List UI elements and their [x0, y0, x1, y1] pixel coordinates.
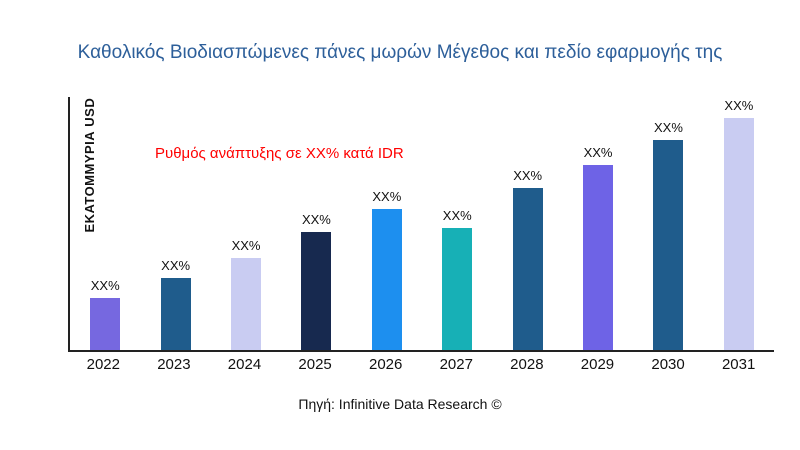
- bar-column-2027: XX%: [422, 97, 492, 350]
- bar-value-label: XX%: [513, 168, 543, 183]
- x-tick-label: 2024: [227, 356, 262, 373]
- bar-column-2030: XX%: [633, 97, 703, 350]
- bar-area: XX% XX% XX% XX% XX% XX% XX% XX% XX% XX%: [70, 97, 774, 350]
- x-axis-labels: 2022 2023 2024 2025 2026 2027 2028 2029 2030 2031: [68, 356, 774, 373]
- bar-column-2026: XX%: [352, 97, 422, 350]
- bar-value-label: XX%: [724, 98, 754, 113]
- bar-value-label: XX%: [583, 145, 613, 160]
- bar-column-2028: XX%: [492, 97, 562, 350]
- bar: [512, 188, 543, 350]
- bar-value-label: XX%: [90, 278, 120, 293]
- bar-value-label: XX%: [301, 212, 331, 227]
- bar-column-2031: XX%: [704, 97, 774, 350]
- bar: [442, 228, 473, 350]
- growth-rate-annotation: Ρυθμός ανάπτυξης σε XX% κατά IDR: [155, 145, 404, 162]
- bar: [231, 258, 262, 350]
- bar-value-label: XX%: [372, 189, 402, 204]
- x-tick-label: 2026: [368, 356, 403, 373]
- x-tick-label: 2022: [86, 356, 120, 373]
- bar-column-2022: XX%: [70, 97, 140, 350]
- bar: [653, 140, 684, 350]
- bar-column-2029: XX%: [563, 97, 633, 350]
- plot-area: Ρυθμός ανάπτυξης σε XX% κατά IDR XX% XX% X…: [68, 97, 774, 352]
- x-tick-label: 2028: [510, 356, 544, 373]
- bar: [160, 278, 191, 350]
- bar: [371, 209, 402, 350]
- x-tick-label: 2027: [439, 356, 473, 373]
- chart-title: Καθολικός Βιοδιασπώμενες πάνες μωρών Μέγ…: [77, 42, 723, 63]
- bar-value-label: XX%: [231, 238, 261, 253]
- x-tick-label: 2023: [157, 356, 191, 373]
- source-attribution: Πηγή: Infinitive Data Research ©: [298, 396, 502, 412]
- bar: [301, 232, 332, 350]
- bar: [723, 118, 754, 350]
- bar-value-label: XX%: [654, 120, 683, 135]
- x-tick-label: 2030: [651, 356, 685, 373]
- x-tick-label: 2031: [721, 356, 756, 373]
- bar-column-2025: XX%: [281, 97, 351, 350]
- bar-column-2023: XX%: [140, 97, 210, 350]
- bar-value-label: XX%: [161, 258, 191, 273]
- x-tick-label: 2029: [580, 356, 615, 373]
- bar: [90, 298, 121, 350]
- bar-column-2024: XX%: [211, 97, 281, 350]
- bar: [583, 165, 614, 350]
- x-tick-label: 2025: [298, 356, 332, 373]
- bar-value-label: XX%: [442, 208, 472, 223]
